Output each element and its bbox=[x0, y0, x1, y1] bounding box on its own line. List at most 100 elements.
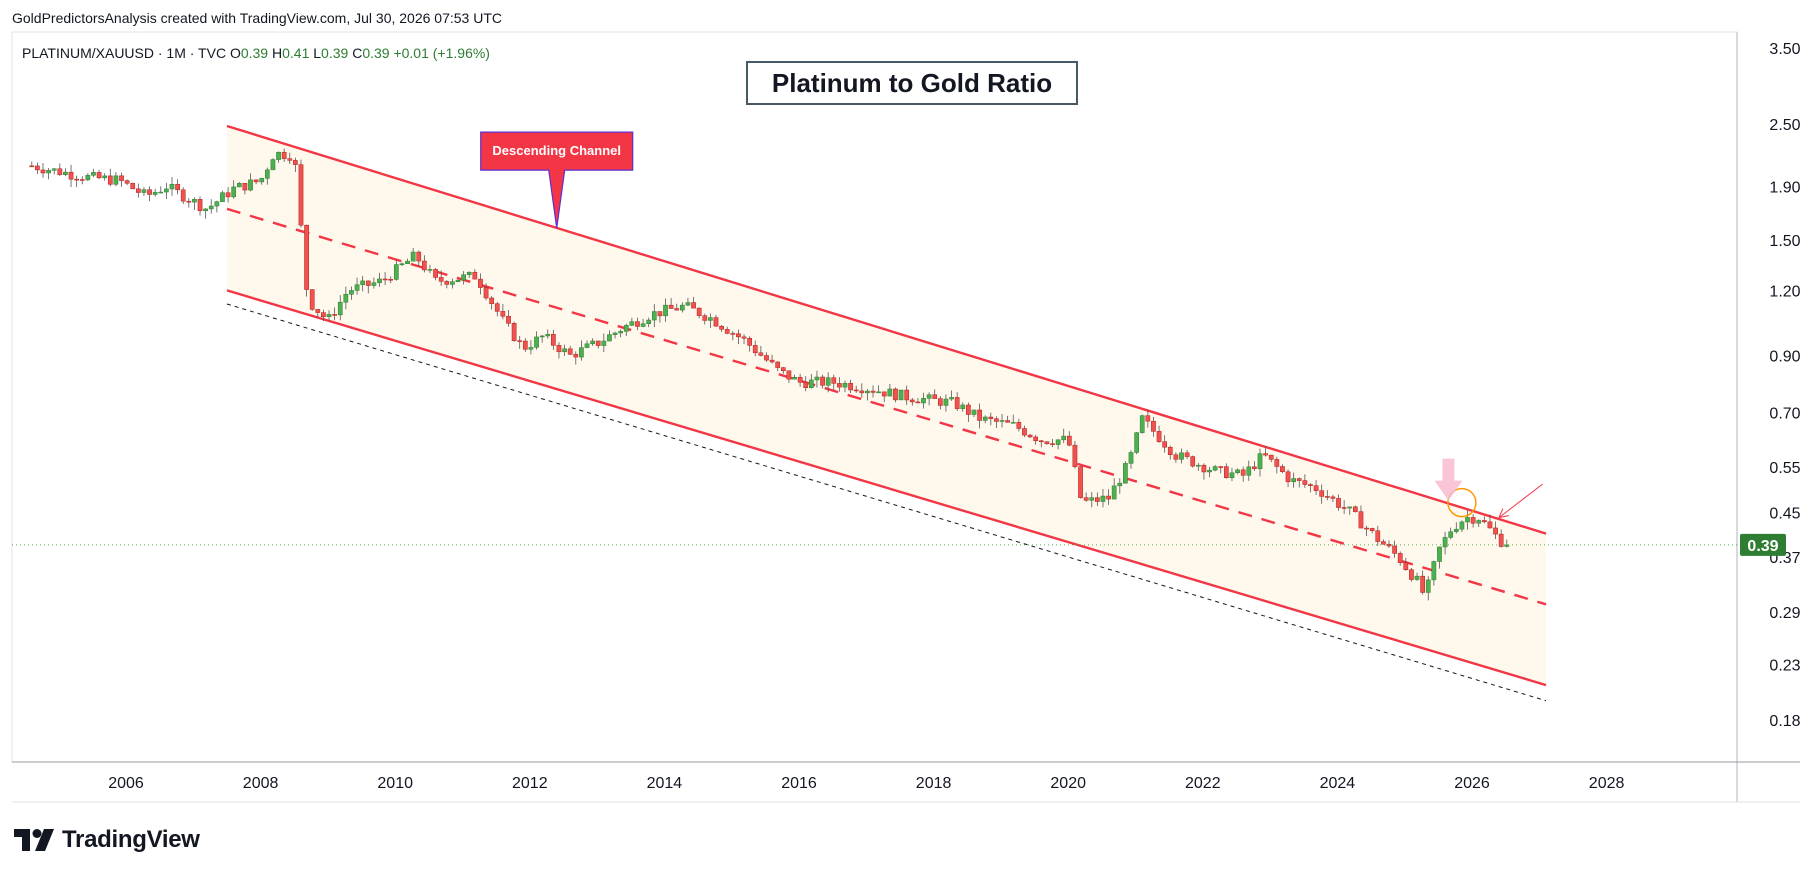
candle-body bbox=[994, 418, 999, 422]
candle-down bbox=[1268, 454, 1274, 463]
candle-body bbox=[1364, 527, 1369, 530]
candle-body bbox=[674, 308, 680, 311]
candle-down bbox=[988, 412, 994, 426]
candle-body bbox=[1123, 463, 1128, 484]
candle-body bbox=[79, 179, 85, 181]
candle-body bbox=[837, 383, 842, 388]
candle-body bbox=[808, 379, 814, 389]
candle-up bbox=[141, 187, 147, 197]
breakout-highlight-circle bbox=[1447, 487, 1477, 518]
candle-body bbox=[887, 388, 893, 397]
candle-body bbox=[455, 279, 461, 283]
candle-up bbox=[898, 389, 904, 401]
candle-body bbox=[685, 302, 691, 306]
x-tick-label: 2018 bbox=[916, 775, 952, 792]
candle-body bbox=[248, 179, 253, 191]
candle-body bbox=[1268, 454, 1274, 460]
price-axis: 3.502.501.901.501.200.900.700.550.450.37… bbox=[1740, 41, 1801, 730]
candle-body bbox=[999, 420, 1005, 422]
candle-down bbox=[96, 169, 102, 180]
candle-body bbox=[1027, 434, 1033, 438]
candle-down bbox=[68, 164, 74, 187]
candle-up bbox=[623, 323, 629, 337]
candle-body bbox=[881, 391, 887, 397]
candle-body bbox=[220, 192, 225, 202]
candle-down bbox=[567, 345, 573, 355]
candle-down bbox=[478, 273, 483, 295]
candle-body bbox=[595, 340, 601, 346]
candle-up bbox=[236, 181, 242, 188]
candle-body bbox=[1465, 517, 1470, 523]
candle-down bbox=[719, 325, 724, 332]
candle-down bbox=[107, 168, 113, 187]
candle-up bbox=[528, 340, 534, 355]
candle-down bbox=[702, 313, 708, 325]
candle-body bbox=[691, 302, 696, 309]
candle-body bbox=[758, 352, 764, 356]
candlestick-series bbox=[29, 148, 1510, 601]
y-tick-label: 0.29 bbox=[1769, 605, 1800, 622]
candle-body bbox=[842, 383, 848, 388]
channel-lower-line bbox=[226, 289, 1547, 687]
candle-down bbox=[40, 163, 46, 178]
candle-body bbox=[1476, 520, 1482, 524]
y-tick-label: 0.70 bbox=[1769, 405, 1800, 422]
candle-body bbox=[1352, 506, 1358, 512]
candle-body bbox=[438, 277, 444, 282]
candle-body bbox=[1016, 422, 1022, 429]
candle-body bbox=[276, 151, 281, 160]
tradingview-footer[interactable]: TradingView bbox=[14, 826, 200, 854]
candle-down bbox=[848, 379, 853, 393]
candle-body bbox=[478, 278, 483, 288]
candle-up bbox=[152, 188, 158, 197]
candle-up bbox=[646, 317, 652, 328]
candle-body bbox=[197, 199, 203, 212]
candle-down bbox=[225, 187, 231, 203]
candle-up bbox=[158, 186, 164, 194]
candle-down bbox=[500, 303, 506, 320]
candle-body bbox=[1117, 482, 1123, 487]
candle-up bbox=[926, 392, 932, 406]
candle-down bbox=[937, 396, 943, 410]
candle-down bbox=[786, 370, 792, 383]
candle-up bbox=[1139, 414, 1145, 434]
candle-down bbox=[595, 340, 601, 349]
candle-body bbox=[466, 271, 472, 275]
candle-body bbox=[242, 183, 248, 191]
candle-down bbox=[186, 198, 192, 208]
candle-body bbox=[579, 347, 584, 358]
y-tick-label: 2.50 bbox=[1769, 117, 1800, 134]
candle-down bbox=[915, 398, 921, 404]
candle-body bbox=[107, 175, 113, 185]
candle-up bbox=[450, 278, 455, 289]
candle-body bbox=[708, 317, 713, 321]
candle-body bbox=[1089, 497, 1095, 501]
candle-up bbox=[629, 317, 635, 327]
candle-up bbox=[259, 177, 265, 185]
candle-body bbox=[1072, 444, 1078, 467]
candle-body bbox=[63, 171, 68, 175]
candle-body bbox=[1184, 452, 1190, 457]
candle-body bbox=[926, 394, 932, 399]
candle-down bbox=[1285, 469, 1291, 487]
candle-down bbox=[1364, 525, 1369, 537]
candle-down bbox=[35, 162, 40, 174]
chart-attribution: GoldPredictorsAnalysis created with Trad… bbox=[12, 10, 502, 26]
candle-body bbox=[1324, 496, 1330, 498]
candle-down bbox=[175, 179, 180, 195]
candle-up bbox=[1128, 450, 1134, 469]
candle-up bbox=[63, 168, 68, 177]
candle-body bbox=[1252, 466, 1257, 469]
candle-up bbox=[1195, 463, 1201, 471]
candle-body bbox=[102, 175, 108, 179]
candle-down bbox=[674, 303, 680, 311]
candle-body bbox=[556, 345, 562, 353]
candle-body bbox=[909, 399, 915, 403]
candle-body bbox=[590, 340, 595, 345]
candle-down bbox=[657, 311, 663, 323]
candle-down bbox=[1263, 446, 1268, 457]
candle-up bbox=[1347, 506, 1353, 515]
candle-body bbox=[1280, 466, 1285, 473]
candle-body bbox=[192, 199, 197, 203]
